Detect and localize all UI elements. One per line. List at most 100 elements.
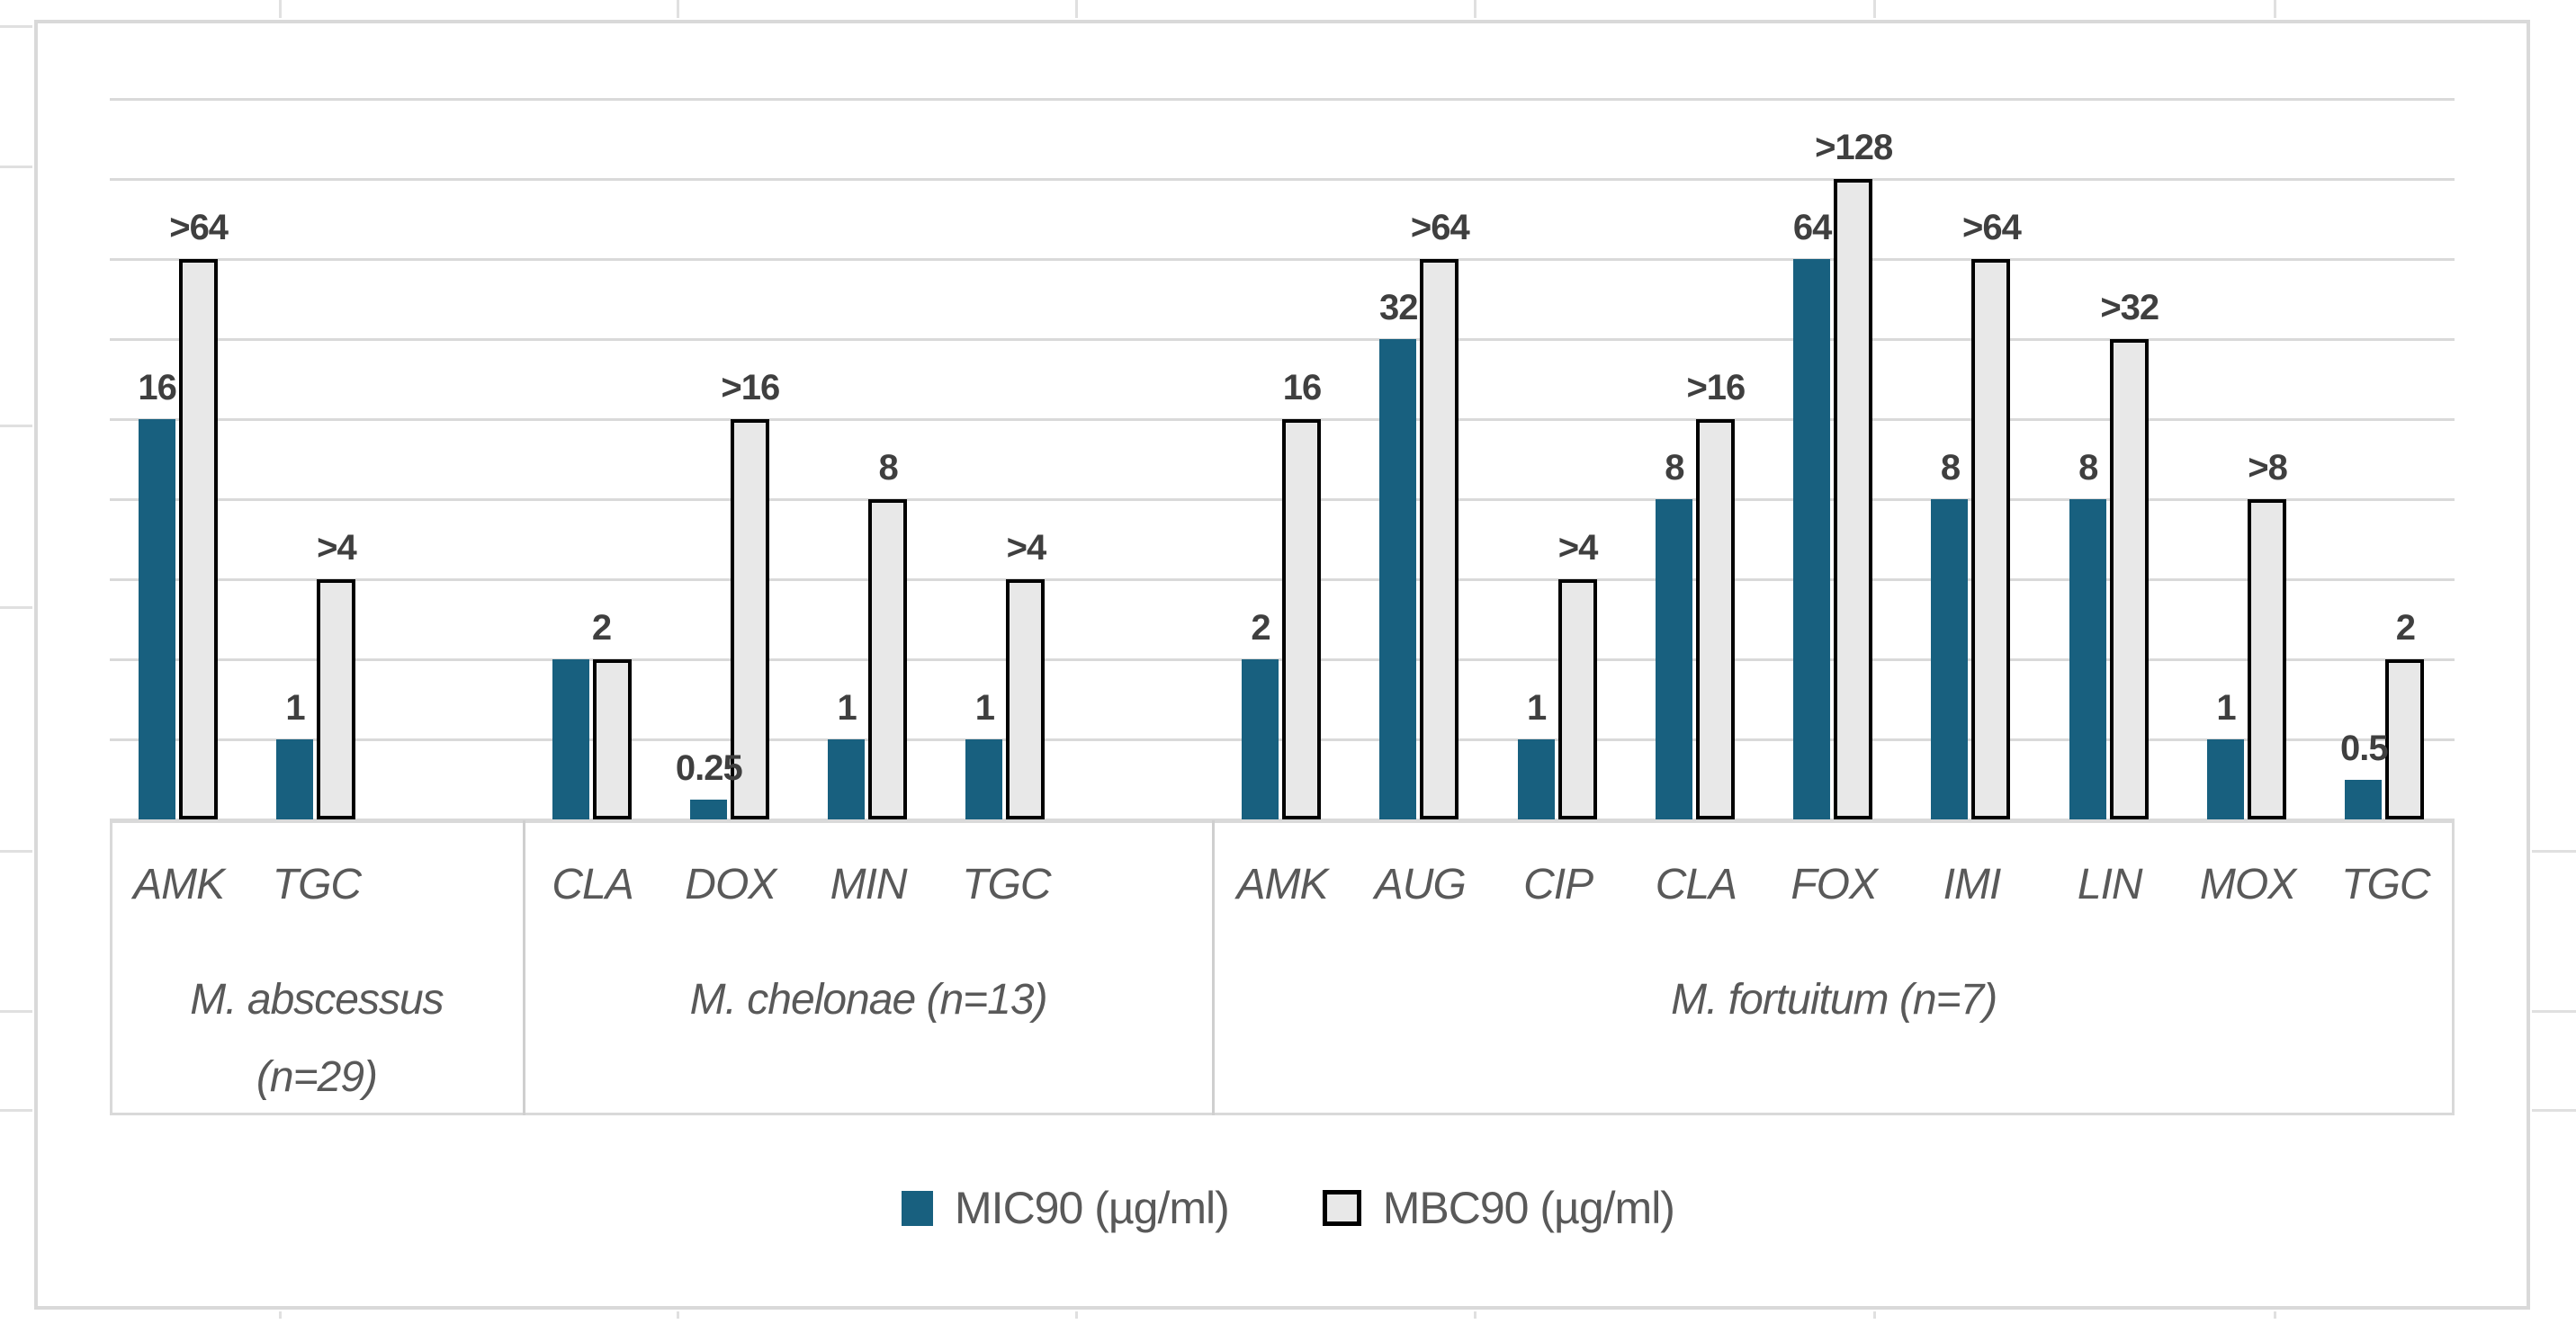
mbc-value-label: >16: [721, 368, 780, 407]
mbc90-swatch-icon: [1322, 1190, 1361, 1226]
mbc-value-label: >128: [1815, 128, 1893, 167]
mic-bar-fortuitum-TGC: [2345, 779, 2383, 819]
mbc-value-label: >8: [2248, 448, 2288, 488]
mic90-swatch-icon: [902, 1190, 934, 1226]
column-line-stub: [1873, 1311, 1876, 1319]
antibiotic-label-IMI: IMI: [1943, 861, 2002, 908]
mbc-value-label: 8: [878, 448, 898, 488]
mic-value-label: 16: [138, 368, 177, 407]
mbc-value-label: >64: [169, 208, 229, 247]
row-line-stub: [0, 1109, 32, 1112]
antibiotic-label-TGC: TGC: [272, 861, 362, 908]
mic-bar-fortuitum-CLA: [1655, 499, 1692, 819]
mbc-bar-fortuitum-AUG: [1420, 259, 1459, 819]
mbc-bar-chelonae-CLA: [592, 659, 632, 819]
mic-value-label: 1: [2216, 688, 2236, 728]
column-line-stub: [1075, 0, 1078, 18]
mic-bar-chelonae-CLA: [552, 659, 589, 819]
antibiotic-label-LIN: LIN: [2077, 861, 2143, 908]
legend-item-mic90: MIC90 (µg/ml): [902, 1182, 1230, 1234]
mic-value-label: 8: [2078, 448, 2098, 488]
mbc-value-label: >4: [1006, 528, 1047, 568]
mic-bar-abscessus-AMK: [138, 419, 175, 819]
mic-value-label: 1: [285, 688, 305, 728]
mbc-bar-fortuitum-CLA: [1695, 419, 1735, 819]
column-line-stub: [1873, 0, 1876, 18]
antibiotic-label-DOX: DOX: [685, 861, 776, 908]
mbc-bar-abscessus-TGC: [316, 579, 355, 819]
group-label-line1: M. fortuitum (n=7): [1671, 976, 1997, 1024]
mbc-value-label: >64: [1962, 208, 2022, 247]
gridline-32: [110, 338, 2455, 341]
antibiotic-label-CLA: CLA: [552, 861, 633, 908]
column-line-stub: [279, 1311, 282, 1319]
antibiotic-label-CLA: CLA: [1655, 861, 1737, 908]
mic-value-label: 1: [974, 688, 995, 728]
mbc-bar-chelonae-TGC: [1006, 579, 1046, 819]
mic-bar-fortuitum-CIP: [1517, 739, 1555, 819]
mic-bar-fortuitum-AMK: [1242, 659, 1279, 819]
antibiotic-label-MIN: MIN: [830, 861, 908, 908]
mbc-bar-fortuitum-IMI: [1971, 259, 2011, 819]
mbc-value-label: >4: [1557, 528, 1599, 568]
mbc-bar-fortuitum-FOX: [1834, 179, 1873, 819]
mic-bar-chelonae-TGC: [965, 739, 1003, 819]
group-divider-1: [522, 820, 525, 1115]
mbc-value-label: >16: [1686, 368, 1746, 407]
column-line-stub: [1474, 1311, 1476, 1319]
mic-bar-abscessus-TGC: [275, 739, 313, 819]
mbc-bar-fortuitum-TGC: [2385, 659, 2425, 819]
group-label-line2: (n=29): [256, 1053, 378, 1101]
legend-label-mbc90: MBC90 (µg/ml): [1382, 1183, 1675, 1233]
column-line-stub: [2274, 0, 2276, 18]
antibiotic-label-AUG: AUG: [1374, 861, 1467, 908]
gridline-0.5: [110, 819, 2455, 821]
row-line-stub: [0, 1010, 32, 1013]
group-label-line1: M. chelonae (n=13): [689, 976, 1048, 1024]
mbc-bar-fortuitum-CIP: [1557, 579, 1597, 819]
mbc-value-label: >64: [1410, 208, 1470, 247]
mic-bar-fortuitum-LIN: [2069, 499, 2106, 819]
row-line-stub: [2532, 1109, 2576, 1112]
row-line-stub: [0, 25, 32, 28]
mic-bar-fortuitum-AUG: [1379, 339, 1417, 819]
mic-bar-fortuitum-FOX: [1793, 259, 1831, 819]
mbc-value-label: 2: [591, 608, 612, 648]
mic-bar-chelonae-MIN: [828, 739, 866, 819]
gridline-64: [110, 258, 2455, 261]
mic-value-label: 8: [1940, 448, 1961, 488]
column-line-stub: [1075, 1311, 1078, 1319]
mic-value-label: 2: [1251, 608, 1270, 648]
mbc-value-label: 16: [1282, 368, 1323, 407]
mbc-bar-fortuitum-AMK: [1282, 419, 1321, 819]
mic-value-label: 32: [1379, 288, 1419, 327]
group-label-line1: M. abscessus: [190, 976, 444, 1024]
category-axis-box: [110, 820, 2455, 1115]
mbc-value-label: >32: [2100, 288, 2159, 327]
column-line-stub: [1474, 0, 1476, 18]
legend-item-mbc90: MBC90 (µg/ml): [1322, 1182, 1675, 1234]
antibiotic-label-CIP: CIP: [1523, 861, 1593, 908]
mbc-bar-fortuitum-MOX: [2248, 499, 2287, 819]
mbc-value-label: 2: [2395, 608, 2416, 648]
mic-value-label: 1: [837, 688, 857, 728]
row-line-stub: [2532, 850, 2576, 853]
mic-bar-chelonae-DOX: [689, 799, 727, 819]
mic-bar-fortuitum-IMI: [1931, 499, 1969, 819]
antibiotic-label-FOX: FOX: [1791, 861, 1878, 908]
group-divider-2: [1212, 820, 1216, 1115]
legend-label-mic90: MIC90 (µg/ml): [955, 1183, 1230, 1233]
mic-value-label: 0.5: [2340, 728, 2389, 768]
mic-value-label: 8: [1665, 448, 1684, 488]
antibiotic-label-TGC: TGC: [962, 861, 1051, 908]
mbc-bar-fortuitum-LIN: [2109, 339, 2149, 819]
row-line-stub: [2532, 1010, 2576, 1013]
gridline-128: [110, 178, 2455, 181]
mic-bar-fortuitum-MOX: [2207, 739, 2245, 819]
antibiotic-label-MOX: MOX: [2199, 861, 2296, 908]
column-line-stub: [2274, 1311, 2276, 1319]
mic-value-label: 1: [1526, 688, 1547, 728]
mbc-bar-chelonae-MIN: [868, 499, 908, 819]
row-line-stub: [0, 166, 32, 168]
